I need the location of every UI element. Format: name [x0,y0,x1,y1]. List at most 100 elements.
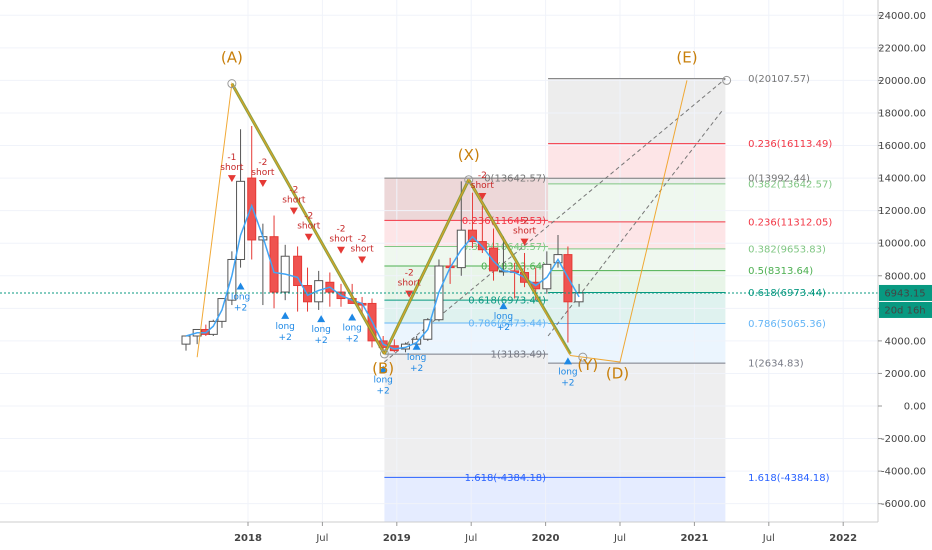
price-tag-text: 6943.15 [884,288,925,299]
wave-label: (A) [221,48,243,66]
x-tick-label: Jul [315,533,328,544]
signal-label-short: short [398,279,422,289]
fib-zones [384,78,726,522]
long-arrow-icon [499,302,508,310]
x-tick-label: 2018 [234,533,262,544]
signal-label-long: long [407,353,426,363]
signal-label-short: short [282,196,306,206]
signal-label-long: long [373,376,392,386]
wave-label: (Y) [577,356,598,374]
signal-count: +2 [234,304,247,314]
fib-level-label: 0.382(13642.57) [748,179,832,190]
fib-zone [384,300,549,323]
candle-body [574,292,584,303]
y-tick-label: -2000.00 [881,434,926,445]
y-tick-label: 16000.00 [878,141,926,152]
signal-label-long: long [558,367,577,377]
short-arrow-icon [227,175,236,183]
y-axis[interactable]: 24000.00 22000.00 20000.00 18000.00 16000.00… [877,0,932,550]
wave-label: (E) [676,48,697,66]
signal-count: -2 [405,269,414,279]
fib-zone [548,363,726,478]
y-tick-label: 4000.00 [885,336,926,347]
fib-zone [548,143,726,179]
y-tick-label: 14000.00 [878,174,926,185]
wave-vertex [578,352,588,362]
signal-count: +2 [497,323,510,333]
signal-count: -2 [520,217,529,227]
fib-level-label: 0.236(11312.05) [748,217,832,228]
short-arrow-icon [478,192,487,200]
gridlines [0,0,878,522]
fib-zone [384,354,549,478]
candle-body [489,247,499,272]
long-arrow-icon [317,315,326,323]
short-arrow-icon [358,256,367,264]
moving-average [185,203,580,350]
fib-level-label: 1.618(-4384.18) [465,473,546,484]
fib-level-label: 0.382(9653.83) [748,244,826,255]
fib-level-label: 0.5(8313.64) [748,266,813,277]
y-tick-label: 2000.00 [885,369,926,380]
x-tick-label: Jul [613,533,626,544]
signal-count: -2 [358,234,367,244]
x-tick-label: 2022 [829,533,857,544]
x-tick-label: 2020 [532,533,560,544]
y-tick-label: 0.00 [904,402,926,413]
fib-level-label: 1.618(-4384.18) [748,473,829,484]
fib-level-label: 0.786(6473.44) [468,318,546,329]
long-arrow-icon [412,342,421,350]
fib-zone [548,178,726,184]
wave-label: (X) [458,146,480,164]
candle-body [181,335,191,345]
fib-zone [548,183,726,222]
fib-level-label: 0.236(11645.53) [462,216,546,227]
wave-vertex [722,75,732,85]
short-arrow-icon [289,207,298,215]
x-tick-label: 2019 [383,533,411,544]
long-arrow-icon [563,357,572,365]
candle-body [227,258,237,301]
signal-count: -2 [304,212,313,222]
fib-zone [548,78,726,144]
fib-level-label: 0(13992.44) [748,174,810,185]
countdown-tag [879,301,932,318]
countdown-tag-text: 20d 16h [884,305,925,316]
wave-vertex [464,175,474,185]
signal-count: +2 [410,364,423,374]
fib-zone [548,221,726,249]
fib-level-label: 0.618(6973.44) [748,288,826,299]
signal-label-short: short [297,222,321,232]
signal-count: +2 [346,334,359,344]
fib-zone [384,246,549,266]
fib-level-label: 1(2634.83) [748,359,804,370]
fib-level-label: 0.382(10648.57) [462,242,546,253]
y-tick-label: 12000.00 [878,206,926,217]
fib-level-label: 0.236(16113.49) [748,139,832,150]
x-axis[interactable]: 2018 Jul 2019 Jul 2020 Jul 2021 Jul 2022 [0,521,878,550]
y-tick-label: -4000.00 [881,467,926,478]
fib-zone [548,323,726,364]
y-tick-label: -6000.00 [881,499,926,510]
signal-label-long: long [231,293,250,303]
signal-label-short: short [513,227,537,237]
signal-count: -2 [289,186,298,196]
short-arrow-icon [258,179,267,187]
y-tick-label: 20000.00 [878,76,926,87]
x-tick-label: 2021 [680,533,708,544]
fib-level-label: 1(3183.49) [491,350,547,361]
wave-vertex [227,79,237,89]
signal-count: -2 [258,158,267,168]
plot-area[interactable]: 0(13642.57) 0.236(11645.53) 0.382(10648.57… [0,0,878,522]
signal-label-short: short [220,163,244,173]
wave-label: (B) [372,359,394,377]
wave-label: (D) [606,364,629,382]
signal-count: +2 [315,336,328,346]
signal-count: +2 [377,387,390,397]
signal-count: -1 [227,153,236,163]
long-arrow-icon [379,365,388,373]
fib-level-label: 0.618(6973.44) [468,296,546,307]
signal-label-short: short [329,235,353,245]
fib-levels: 0(13642.57) 0.236(11645.53) 0.382(10648.57… [384,74,832,484]
